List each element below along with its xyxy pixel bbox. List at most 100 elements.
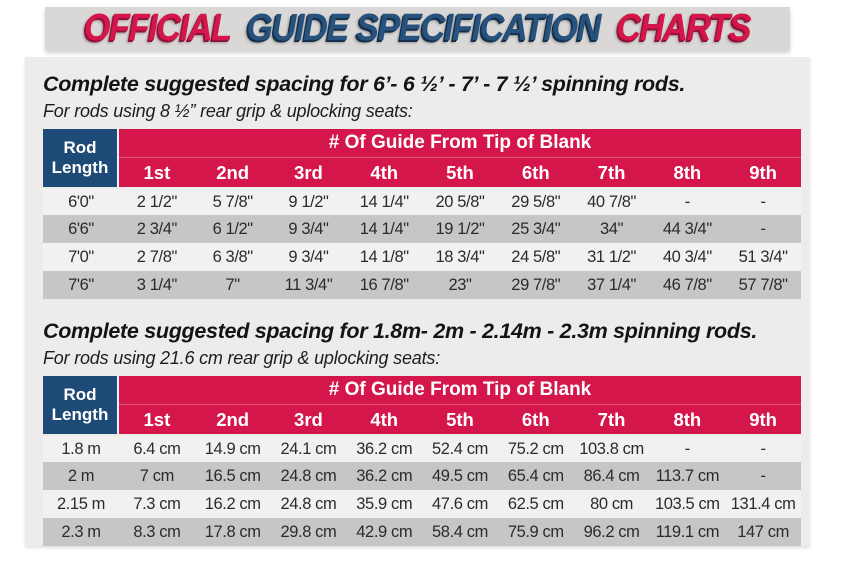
spacing-cell: 24 5/8" bbox=[497, 243, 574, 271]
spacing-cell: - bbox=[725, 187, 801, 215]
column-header-7th: 7th bbox=[573, 158, 650, 187]
guide-count-header: # Of Guide From Tip of Blank bbox=[119, 129, 801, 158]
spacing-cell: 14 1/4" bbox=[346, 215, 423, 243]
spacing-cell: 23" bbox=[422, 271, 498, 299]
column-header-3rd: 3rd bbox=[270, 405, 347, 434]
rod-length-cell: 1.8 m bbox=[43, 434, 119, 462]
spacing-cell: 3 1/4" bbox=[119, 271, 195, 299]
spacing-cell: 9 3/4" bbox=[270, 243, 347, 271]
rod-length-cell: 2.3 m bbox=[43, 518, 119, 546]
column-header-1st: 1st bbox=[119, 405, 195, 434]
section-imperial: Complete suggested spacing for 6’- 6 ½’ … bbox=[43, 72, 810, 299]
column-header-4th: 4th bbox=[346, 405, 423, 434]
rod-length-cell: 6'6" bbox=[43, 215, 119, 243]
section-subheading: For rods using 8 ½” rear grip & uplockin… bbox=[43, 101, 413, 121]
spacing-cell: 36.2 cm bbox=[346, 434, 423, 462]
title-banner: OFFICIAL GUIDE SPECIFICATION CHARTS bbox=[45, 7, 790, 50]
title-charts: CHARTS bbox=[616, 7, 752, 49]
spacing-table-imperial: Rod Length # Of Guide From Tip of Blank … bbox=[43, 129, 801, 299]
spacing-cell: 119.1 cm bbox=[649, 518, 726, 546]
spacing-cell: 5 7/8" bbox=[194, 187, 271, 215]
spacing-cell: 51 3/4" bbox=[725, 243, 801, 271]
spacing-cell: 103.5 cm bbox=[649, 490, 726, 518]
spacing-cell: 96.2 cm bbox=[573, 518, 650, 546]
spacing-cell: 16.2 cm bbox=[194, 490, 271, 518]
spacing-cell: 6.4 cm bbox=[119, 434, 195, 462]
spacing-cell: 2 1/2" bbox=[119, 187, 195, 215]
spacing-cell: 131.4 cm bbox=[725, 490, 801, 518]
spacing-cell: 103.8 cm bbox=[573, 434, 650, 462]
spacing-cell: 35.9 cm bbox=[346, 490, 423, 518]
spacing-cell: 65.4 cm bbox=[497, 462, 574, 490]
rod-length-header-line2: Length bbox=[51, 405, 109, 424]
spacing-cell: 7.3 cm bbox=[119, 490, 195, 518]
title-guide-specification: GUIDE SPECIFICATION bbox=[246, 7, 602, 49]
spacing-cell: 49.5 cm bbox=[422, 462, 498, 490]
column-header-7th: 7th bbox=[573, 405, 650, 434]
spacing-cell: 37 1/4" bbox=[573, 271, 650, 299]
rod-length-header: Rod Length bbox=[43, 129, 119, 187]
spacing-cell: 31 1/2" bbox=[573, 243, 650, 271]
column-header-5th: 5th bbox=[422, 405, 498, 434]
rod-length-cell: 7'0" bbox=[43, 243, 119, 271]
column-header-3rd: 3rd bbox=[270, 158, 347, 187]
spacing-table-metric: Rod Length # Of Guide From Tip of Blank … bbox=[43, 376, 801, 546]
spacing-cell: 24.8 cm bbox=[270, 462, 347, 490]
section-subheading: For rods using 21.6 cm rear grip & uploc… bbox=[43, 348, 440, 368]
rod-length-header: Rod Length bbox=[43, 376, 119, 434]
spacing-cell: 52.4 cm bbox=[422, 434, 498, 462]
column-header-6th: 6th bbox=[497, 405, 574, 434]
spacing-cell: 24.1 cm bbox=[270, 434, 347, 462]
column-header-6th: 6th bbox=[497, 158, 574, 187]
banner-title: OFFICIAL GUIDE SPECIFICATION CHARTS bbox=[84, 7, 752, 50]
spacing-cell: 2 3/4" bbox=[119, 215, 195, 243]
section-heading: Complete suggested spacing for 6’- 6 ½’ … bbox=[43, 72, 686, 96]
spacing-cell: 7 cm bbox=[119, 462, 195, 490]
column-header-8th: 8th bbox=[649, 158, 726, 187]
spacing-cell: 24.8 cm bbox=[270, 490, 347, 518]
spacing-cell: 86.4 cm bbox=[573, 462, 650, 490]
column-header-5th: 5th bbox=[422, 158, 498, 187]
spacing-cell: 16 7/8" bbox=[346, 271, 423, 299]
rod-length-header-line2: Length bbox=[51, 158, 109, 177]
spacing-cell: 44 3/4" bbox=[649, 215, 726, 243]
rod-length-header-line1: Rod bbox=[63, 137, 97, 157]
spacing-cell: 18 3/4" bbox=[422, 243, 498, 271]
section-metric: Complete suggested spacing for 1.8m- 2m … bbox=[43, 319, 810, 546]
spacing-cell: 47.6 cm bbox=[422, 490, 498, 518]
spacing-cell: 42.9 cm bbox=[346, 518, 423, 546]
spacing-cell: 2 7/8" bbox=[119, 243, 195, 271]
rod-length-cell: 7'6" bbox=[43, 271, 119, 299]
spacing-cell: 11 3/4" bbox=[270, 271, 347, 299]
spacing-cell: 80 cm bbox=[573, 490, 650, 518]
column-header-4th: 4th bbox=[346, 158, 423, 187]
section-heading: Complete suggested spacing for 1.8m- 2m … bbox=[43, 319, 758, 343]
spacing-cell: 20 5/8" bbox=[422, 187, 498, 215]
spacing-cell: 75.9 cm bbox=[497, 518, 574, 546]
spacing-cell: 25 3/4" bbox=[497, 215, 574, 243]
spacing-cell: 46 7/8" bbox=[649, 271, 726, 299]
spacing-cell: 14 1/4" bbox=[346, 187, 423, 215]
spacing-cell: 29.8 cm bbox=[270, 518, 347, 546]
rod-length-cell: 2 m bbox=[43, 462, 119, 490]
spacing-cell: 9 3/4" bbox=[270, 215, 347, 243]
column-header-2nd: 2nd bbox=[194, 405, 271, 434]
spacing-cell: 40 3/4" bbox=[649, 243, 726, 271]
spacing-cell: 75.2 cm bbox=[497, 434, 574, 462]
title-official: OFFICIAL bbox=[84, 7, 232, 49]
spacing-cell: - bbox=[649, 187, 726, 215]
spacing-cell: 29 7/8" bbox=[497, 271, 574, 299]
spacing-cell: - bbox=[725, 434, 801, 462]
spacing-cell: - bbox=[725, 215, 801, 243]
spacing-cell: 57 7/8" bbox=[725, 271, 801, 299]
spacing-cell: 6 3/8" bbox=[194, 243, 271, 271]
rod-length-header-line1: Rod bbox=[63, 384, 97, 404]
spacing-cell: 29 5/8" bbox=[497, 187, 574, 215]
spacing-cell: 14 1/8" bbox=[346, 243, 423, 271]
spacing-cell: 113.7 cm bbox=[649, 462, 726, 490]
column-header-8th: 8th bbox=[649, 405, 726, 434]
spacing-cell: 62.5 cm bbox=[497, 490, 574, 518]
spacing-cell: 36.2 cm bbox=[346, 462, 423, 490]
spacing-cell: 16.5 cm bbox=[194, 462, 271, 490]
spacing-cell: 147 cm bbox=[725, 518, 801, 546]
